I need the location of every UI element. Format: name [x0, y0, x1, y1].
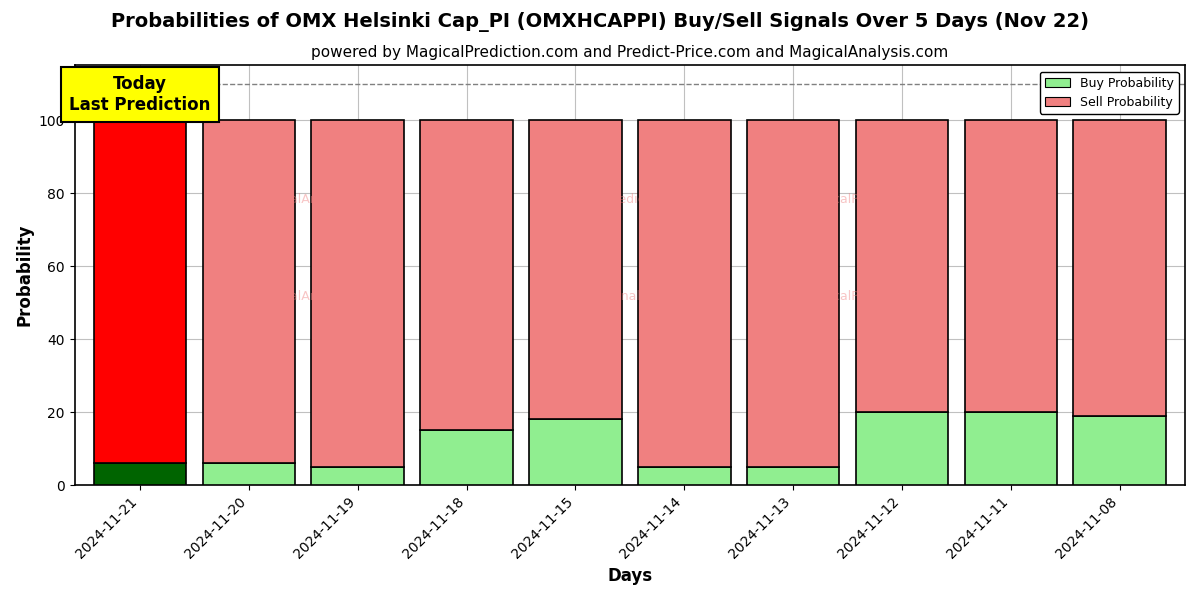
Bar: [965, 412, 1057, 485]
Text: Today
Last Prediction: Today Last Prediction: [70, 75, 211, 114]
Bar: [529, 419, 622, 485]
Bar: [312, 120, 404, 467]
Bar: [746, 120, 839, 467]
Text: MagicalPrediction.com: MagicalPrediction.com: [559, 193, 701, 206]
Bar: [856, 120, 948, 412]
Bar: [746, 467, 839, 485]
Y-axis label: Probability: Probability: [16, 224, 34, 326]
Text: MagicalPrediction.com: MagicalPrediction.com: [804, 290, 944, 302]
Bar: [1074, 120, 1166, 416]
Text: Probabilities of OMX Helsinki Cap_PI (OMXHCAPPI) Buy/Sell Signals Over 5 Days (N: Probabilities of OMX Helsinki Cap_PI (OM…: [112, 12, 1090, 32]
Bar: [856, 412, 948, 485]
Bar: [312, 467, 404, 485]
Text: MagicalAnalysis.com: MagicalAnalysis.com: [253, 193, 384, 206]
Bar: [638, 467, 731, 485]
X-axis label: Days: Days: [607, 567, 653, 585]
Bar: [203, 120, 295, 463]
Legend: Buy Probability, Sell Probability: Buy Probability, Sell Probability: [1040, 71, 1178, 114]
Bar: [94, 120, 186, 463]
Bar: [1074, 416, 1166, 485]
Bar: [529, 120, 622, 419]
Text: MagicalPrediction.com: MagicalPrediction.com: [804, 193, 944, 206]
Bar: [420, 430, 512, 485]
Text: MagicalAnalysis.com: MagicalAnalysis.com: [564, 290, 695, 302]
Bar: [203, 463, 295, 485]
Text: MagicalAnalysis.com: MagicalAnalysis.com: [253, 290, 384, 302]
Bar: [638, 120, 731, 467]
Bar: [420, 120, 512, 430]
Title: powered by MagicalPrediction.com and Predict-Price.com and MagicalAnalysis.com: powered by MagicalPrediction.com and Pre…: [311, 45, 948, 60]
Bar: [94, 463, 186, 485]
Bar: [965, 120, 1057, 412]
